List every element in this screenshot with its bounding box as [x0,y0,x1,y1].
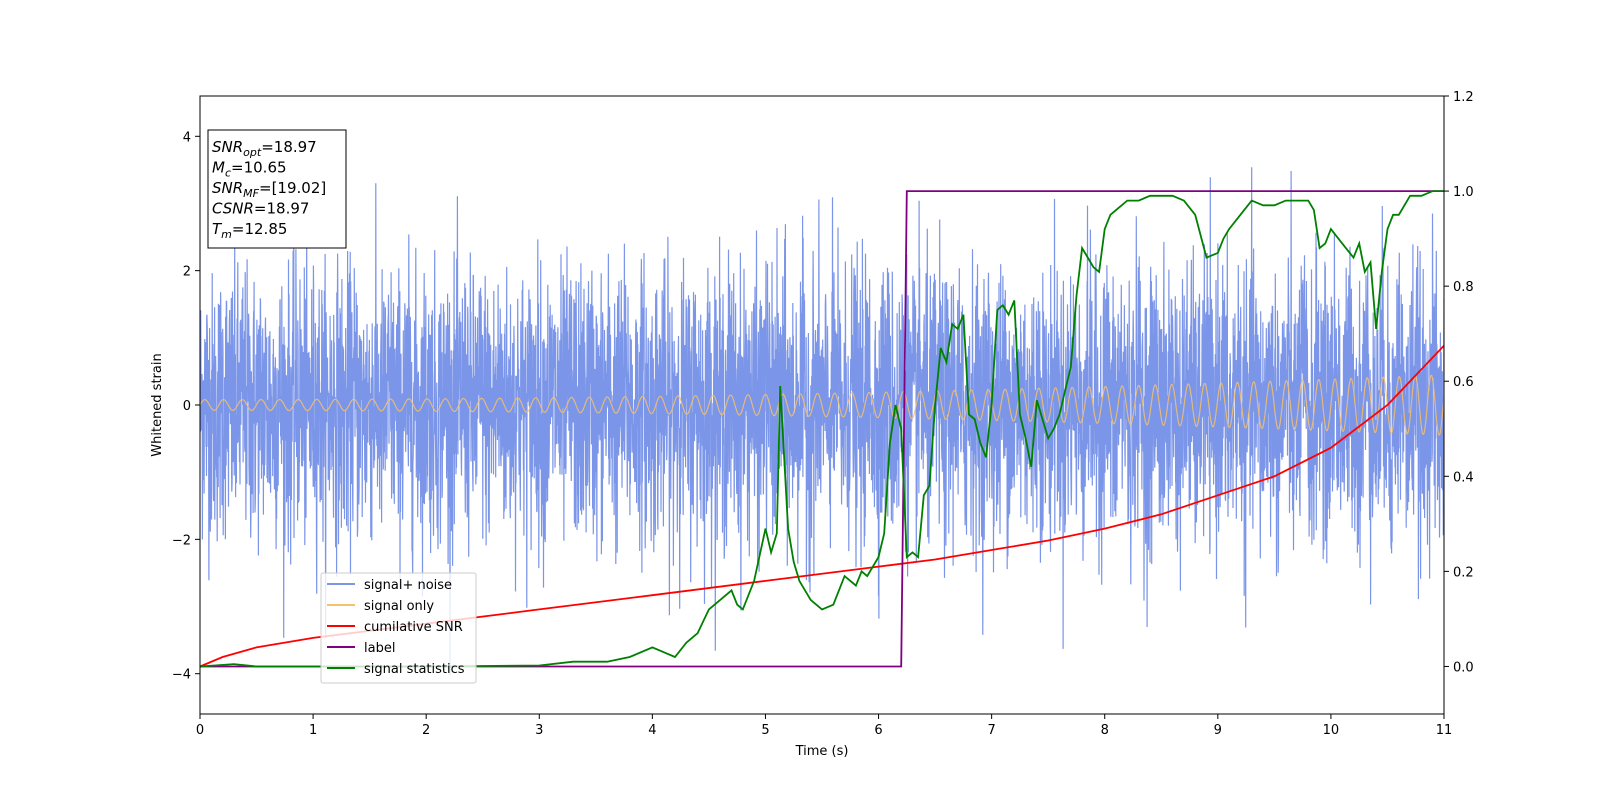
signal-noise-series [200,167,1444,676]
x-tick-label: 8 [1101,723,1109,738]
x-tick-label: 4 [648,723,656,738]
info-line: SNRMF=[19.02] [212,179,326,200]
x-tick-label: 2 [422,723,430,738]
legend: signal+ noise signal only cumilative SNR la… [320,572,477,684]
legend-entry: signal only [364,599,434,614]
y2-tick-label: 0.8 [1453,280,1474,295]
y2-tick-label: 1.2 [1453,90,1474,105]
y-tick-label: −2 [172,533,191,548]
y2-tick-label: 0.2 [1453,565,1474,580]
signal-statistics-series [200,190,1444,668]
x-tick-label: 10 [1323,723,1340,738]
legend-entry: signal statistics [364,662,465,677]
y-tick-label: 4 [183,130,191,145]
y2-tick-label: 0.0 [1453,660,1474,675]
signal-statistics-line [200,190,1444,668]
legend-entry: cumilative SNR [364,620,463,635]
legend-entry: label [364,641,395,656]
x-tick-label: 0 [196,723,204,738]
info-line: CSNR=18.97 [212,200,309,218]
info-line: SNRopt=18.97 [212,138,317,159]
y2-tick-label: 0.6 [1453,375,1474,390]
x-tick-label: 1 [309,723,317,738]
label-series [200,190,1444,668]
axes: 0 1 2 3 4 5 6 7 8 9 10 11 −4 −2 0 2 4 0.0 0.2 0.4 0.6 0.8 1.0 1… [172,90,1474,738]
info-line: Mc=10.65 [212,159,287,180]
y2-tick-label: 1.0 [1453,185,1474,200]
cumulative-snr-series [200,344,1444,668]
x-tick-label: 6 [874,723,882,738]
label-line [200,190,1444,668]
x-tick-label: 5 [761,723,769,738]
x-tick-label: 3 [535,723,543,738]
cumulative-snr-line [200,344,1444,668]
info-box-frame [207,129,347,249]
info-line: Tm=12.85 [212,220,287,241]
y-tick-label: 0 [183,399,191,414]
x-tick-label: 9 [1214,723,1222,738]
signal-only-series [200,374,1444,436]
signal-noise-line [200,167,1444,676]
x-axis-label: Time (s) [795,744,849,759]
y2-tick-label: 0.4 [1453,470,1474,485]
y-tick-label: −4 [172,668,191,683]
y-tick-label: 2 [183,265,191,280]
y-axis-label: Whitened strain [150,353,165,456]
signal-only-line [200,374,1444,436]
x-tick-label: 7 [987,723,995,738]
info-box: SNRopt=18.97Mc=10.65SNRMF=[19.02]CSNR=18… [207,129,347,249]
legend-entry: signal+ noise [364,578,452,593]
x-tick-label: 11 [1436,723,1453,738]
legend-box [320,572,477,684]
